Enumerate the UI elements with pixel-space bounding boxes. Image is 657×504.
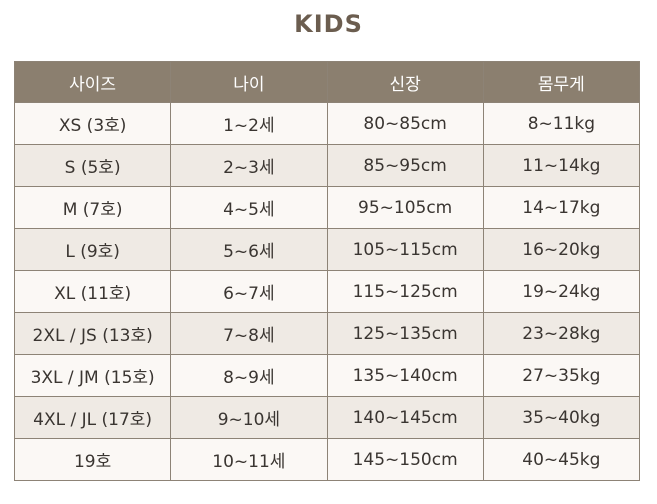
cell-size: 19호 bbox=[13, 438, 172, 481]
cell-age: 1~2세 bbox=[170, 102, 328, 145]
header-size: 사이즈 bbox=[13, 61, 172, 103]
cell-height: 135~140cm bbox=[326, 354, 484, 397]
cell-weight: 35~40kg bbox=[482, 396, 641, 439]
cell-size: 4XL / JL (17호) bbox=[13, 396, 172, 439]
cell-age: 9~10세 bbox=[170, 396, 328, 439]
cell-weight: 11~14kg bbox=[482, 144, 641, 187]
cell-age: 7~8세 bbox=[170, 312, 328, 355]
cell-height: 140~145cm bbox=[326, 396, 484, 439]
table-row: 2XL / JS (13호) 7~8세 125~135cm 23~28kg bbox=[13, 312, 641, 355]
cell-age: 6~7세 bbox=[170, 270, 328, 313]
cell-height: 125~135cm bbox=[326, 312, 484, 355]
header-height: 신장 bbox=[326, 61, 484, 103]
cell-height: 95~105cm bbox=[326, 186, 484, 229]
table-row: M (7호) 4~5세 95~105cm 14~17kg bbox=[13, 186, 641, 229]
table-row: XL (11호) 6~7세 115~125cm 19~24kg bbox=[13, 270, 641, 313]
size-chart-table: 사이즈 나이 신장 몸무게 XS (3호) 1~2세 80~85cm 8~11k… bbox=[13, 61, 641, 481]
table-header-row: 사이즈 나이 신장 몸무게 bbox=[13, 61, 641, 103]
cell-size: M (7호) bbox=[13, 186, 172, 229]
table-row: 19호 10~11세 145~150cm 40~45kg bbox=[13, 438, 641, 481]
cell-weight: 16~20kg bbox=[482, 228, 641, 271]
cell-height: 105~115cm bbox=[326, 228, 484, 271]
cell-weight: 27~35kg bbox=[482, 354, 641, 397]
page-title: KIDS bbox=[294, 10, 363, 38]
cell-size: S (5호) bbox=[13, 144, 172, 187]
table-row: 4XL / JL (17호) 9~10세 140~145cm 35~40kg bbox=[13, 396, 641, 439]
cell-age: 10~11세 bbox=[170, 438, 328, 481]
cell-height: 115~125cm bbox=[326, 270, 484, 313]
cell-weight: 14~17kg bbox=[482, 186, 641, 229]
cell-weight: 19~24kg bbox=[482, 270, 641, 313]
cell-weight: 40~45kg bbox=[482, 438, 641, 481]
cell-height: 85~95cm bbox=[326, 144, 484, 187]
cell-size: L (9호) bbox=[13, 228, 172, 271]
cell-height: 145~150cm bbox=[326, 438, 484, 481]
header-age: 나이 bbox=[170, 61, 328, 103]
table-row: S (5호) 2~3세 85~95cm 11~14kg bbox=[13, 144, 641, 187]
cell-weight: 8~11kg bbox=[482, 102, 641, 145]
cell-age: 5~6세 bbox=[170, 228, 328, 271]
table-row: L (9호) 5~6세 105~115cm 16~20kg bbox=[13, 228, 641, 271]
table-row: XS (3호) 1~2세 80~85cm 8~11kg bbox=[13, 102, 641, 145]
cell-weight: 23~28kg bbox=[482, 312, 641, 355]
cell-height: 80~85cm bbox=[326, 102, 484, 145]
cell-size: 3XL / JM (15호) bbox=[13, 354, 172, 397]
table-row: 3XL / JM (15호) 8~9세 135~140cm 27~35kg bbox=[13, 354, 641, 397]
header-weight: 몸무게 bbox=[482, 61, 641, 103]
cell-size: XS (3호) bbox=[13, 102, 172, 145]
cell-size: 2XL / JS (13호) bbox=[13, 312, 172, 355]
cell-size: XL (11호) bbox=[13, 270, 172, 313]
cell-age: 4~5세 bbox=[170, 186, 328, 229]
cell-age: 2~3세 bbox=[170, 144, 328, 187]
cell-age: 8~9세 bbox=[170, 354, 328, 397]
